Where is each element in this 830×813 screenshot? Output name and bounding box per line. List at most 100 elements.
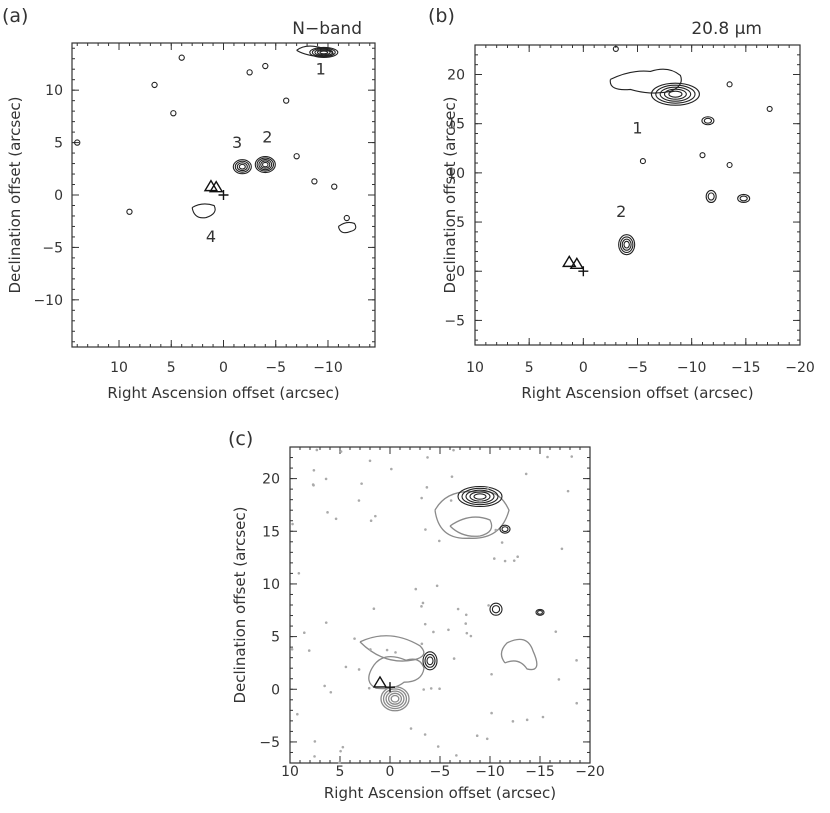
noise-speck xyxy=(339,749,342,753)
plot-frame xyxy=(474,44,801,346)
contour-small xyxy=(639,158,646,165)
contour-source-2 xyxy=(422,651,438,671)
source-label: 4 xyxy=(206,227,216,246)
noise-speck xyxy=(421,601,425,605)
contour-source-2 xyxy=(619,236,634,253)
contour-source-1b xyxy=(701,116,715,126)
x-tick-label: −10 xyxy=(677,360,707,376)
noise-speck xyxy=(311,483,315,486)
noise-speck xyxy=(437,539,441,543)
y-tick-label: 10 xyxy=(45,83,63,99)
contour-source-3 xyxy=(238,163,246,170)
panel-title: N−band xyxy=(292,19,362,39)
contour-source-2 xyxy=(258,158,273,171)
noise-speck xyxy=(422,688,425,691)
y-tick-label: −5 xyxy=(259,735,280,751)
noise-speck xyxy=(479,499,482,503)
noise-speck xyxy=(367,686,371,690)
contour-source-3 xyxy=(232,159,252,175)
contour-source-2 xyxy=(260,160,271,169)
source-label: 3 xyxy=(232,133,242,152)
plus-marker xyxy=(385,682,395,693)
panel-label: (a) xyxy=(2,5,28,27)
source-label: 1 xyxy=(632,119,642,138)
noise-speck xyxy=(291,522,294,526)
contour-source-2 xyxy=(623,240,630,249)
source-label: 2 xyxy=(616,202,626,221)
contour-source-1 xyxy=(663,88,687,100)
panel-b: (b) 20.8 μm 10 5 0 −5 −10 −15 −20 20 15 10 5 0 −5 Right… xyxy=(428,5,815,402)
contour-knot-b xyxy=(739,195,748,202)
contour-source-2 xyxy=(424,653,436,668)
y-tick-label: 5 xyxy=(456,215,465,231)
noise-speck xyxy=(409,727,413,730)
y-tick-label: 0 xyxy=(54,188,63,204)
noise-speck xyxy=(341,745,345,749)
noise-speck xyxy=(369,519,373,523)
grey-contour-peak xyxy=(390,694,400,703)
x-tick-label: 10 xyxy=(110,360,128,376)
y-axis-label: Declination offset (arcsec) xyxy=(441,96,459,293)
contour-source-1b xyxy=(501,526,509,533)
noise-speck xyxy=(500,541,504,544)
noise-speck xyxy=(435,584,439,588)
noise-speck xyxy=(302,631,306,635)
x-tick-label: −5 xyxy=(627,360,648,376)
contour-source-1 xyxy=(319,50,329,55)
noise-speck xyxy=(455,754,458,757)
contour-source-2 xyxy=(618,234,636,256)
noise-speck xyxy=(307,649,311,652)
y-tick-label: 20 xyxy=(447,68,465,84)
contour-small xyxy=(74,139,81,146)
noise-speck xyxy=(465,631,469,635)
noise-speck xyxy=(329,690,333,694)
noise-speck xyxy=(525,718,529,722)
noise-speck xyxy=(560,547,564,551)
grey-contour-north xyxy=(434,490,510,539)
panel-label: (b) xyxy=(428,5,455,27)
x-axis-label: Right Ascension offset (arcsec) xyxy=(324,784,556,802)
y-tick-label: −10 xyxy=(33,293,63,309)
noise-speck xyxy=(436,745,440,748)
noise-speck xyxy=(554,630,558,633)
plus-marker xyxy=(578,266,589,277)
noise-speck xyxy=(492,557,496,560)
noise-speck xyxy=(360,482,363,485)
noise-speck xyxy=(469,634,473,638)
x-tick-label: −10 xyxy=(475,764,505,780)
x-tick-label: −5 xyxy=(265,360,286,376)
noise-speck xyxy=(487,604,490,607)
x-tick-label: 10 xyxy=(466,360,484,376)
noise-speck xyxy=(385,648,389,652)
contour-small xyxy=(293,153,300,160)
contour-small xyxy=(726,161,733,169)
contour-source-4 xyxy=(191,203,216,219)
noise-speck xyxy=(490,672,493,676)
grey-contour-north-inner xyxy=(449,516,493,537)
noise-speck xyxy=(390,467,393,471)
x-tick-label: 5 xyxy=(336,764,345,780)
contour-small xyxy=(699,152,706,159)
noise-speck xyxy=(464,613,468,617)
noise-speck xyxy=(452,657,456,660)
contour-small xyxy=(612,45,619,52)
contour-small xyxy=(283,97,290,104)
noise-speck xyxy=(449,499,453,502)
noise-speck xyxy=(353,637,356,640)
noise-speck xyxy=(357,668,361,671)
contour-knot-b xyxy=(535,608,545,616)
contour-knot-b xyxy=(737,193,751,203)
y-tick-label: 10 xyxy=(262,577,280,593)
contour-source-1 xyxy=(461,487,499,506)
noise-speck xyxy=(344,665,348,669)
noise-speck xyxy=(334,517,338,521)
y-tick-label: 5 xyxy=(54,136,63,152)
contour-small xyxy=(311,178,318,185)
noise-speck xyxy=(357,499,361,502)
x-tick-label: −15 xyxy=(731,360,761,376)
noise-speck xyxy=(423,622,427,626)
contour-source-1 xyxy=(655,84,696,104)
noise-speck xyxy=(575,659,578,662)
x-axis-label: Right Ascension offset (arcsec) xyxy=(521,384,753,402)
